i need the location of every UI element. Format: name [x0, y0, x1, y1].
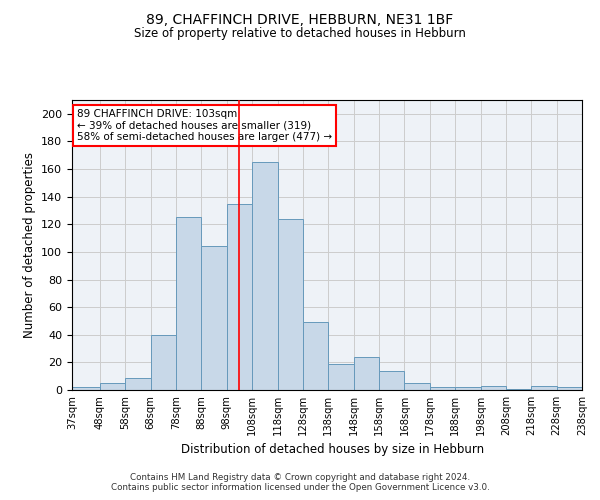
Bar [227, 204, 252, 390]
Text: Contains HM Land Registry data © Crown copyright and database right 2024.
Contai: Contains HM Land Registry data © Crown c… [110, 473, 490, 492]
Bar [328, 364, 353, 390]
Bar [72, 387, 100, 390]
Bar [481, 386, 506, 390]
Bar [379, 370, 404, 390]
Bar [404, 383, 430, 390]
Bar [278, 219, 303, 390]
Text: 89 CHAFFINCH DRIVE: 103sqm
← 39% of detached houses are smaller (319)
58% of sem: 89 CHAFFINCH DRIVE: 103sqm ← 39% of deta… [77, 108, 332, 142]
Bar [430, 387, 455, 390]
Bar [557, 387, 582, 390]
Y-axis label: Number of detached properties: Number of detached properties [23, 152, 35, 338]
Bar [176, 218, 202, 390]
Bar [303, 322, 328, 390]
Text: Distribution of detached houses by size in Hebburn: Distribution of detached houses by size … [181, 442, 485, 456]
Bar [125, 378, 151, 390]
Text: 89, CHAFFINCH DRIVE, HEBBURN, NE31 1BF: 89, CHAFFINCH DRIVE, HEBBURN, NE31 1BF [146, 12, 454, 26]
Bar [455, 387, 481, 390]
Bar [100, 383, 125, 390]
Bar [151, 335, 176, 390]
Bar [252, 162, 278, 390]
Bar [202, 246, 227, 390]
Text: Size of property relative to detached houses in Hebburn: Size of property relative to detached ho… [134, 28, 466, 40]
Bar [531, 386, 557, 390]
Bar [506, 388, 531, 390]
Bar [353, 357, 379, 390]
